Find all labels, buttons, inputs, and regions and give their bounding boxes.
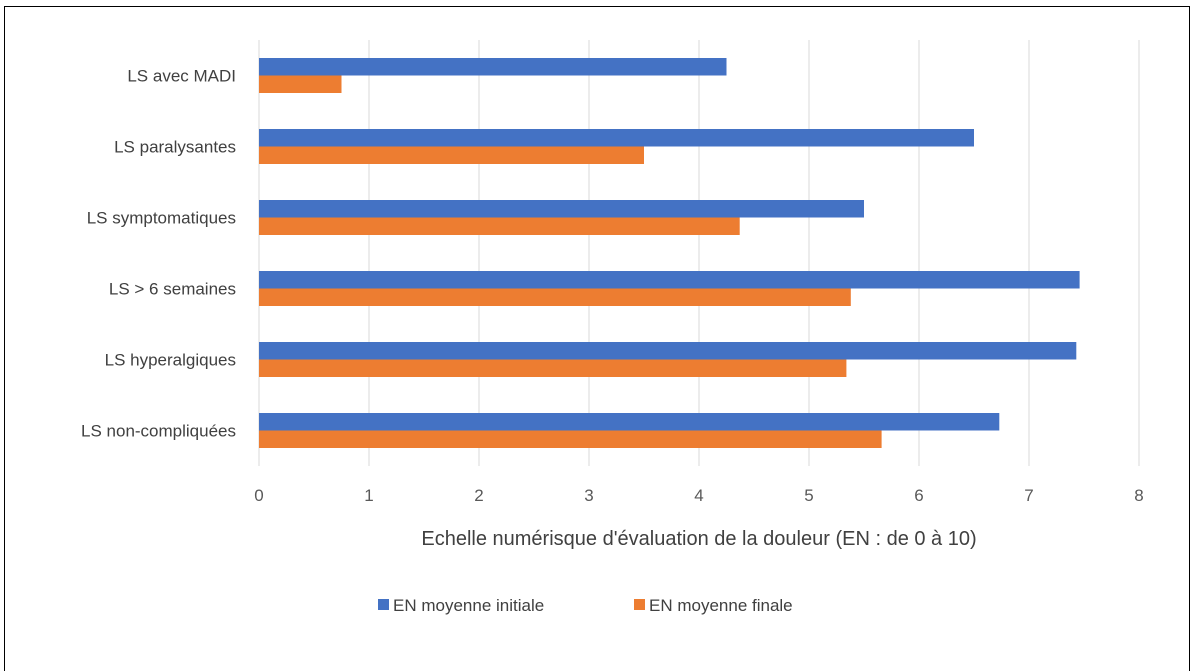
category-label: LS symptomatiques (87, 209, 236, 228)
bar-finale (259, 75, 342, 93)
x-tick-label: 6 (914, 486, 923, 505)
tick-labels: 0 1 2 3 4 5 6 7 8 (254, 486, 1143, 505)
bar-initiale (259, 271, 1080, 289)
bar-initiale (259, 342, 1077, 360)
bar-finale (259, 146, 644, 164)
category-label: LS non-compliquées (81, 422, 236, 441)
bar-initiale (259, 129, 974, 147)
x-tick-label: 2 (474, 486, 483, 505)
chart-frame (4, 6, 1190, 671)
bar-finale (259, 359, 847, 377)
bar-initiale (259, 58, 727, 76)
x-tick-label: 4 (694, 486, 703, 505)
bars (259, 58, 1080, 448)
x-tick-label: 5 (804, 486, 813, 505)
bar-finale (259, 430, 882, 448)
x-tick-label: 3 (584, 486, 593, 505)
x-tick-label: 8 (1134, 486, 1143, 505)
legend: EN moyenne initiale EN moyenne finale (378, 596, 793, 615)
legend-label: EN moyenne finale (649, 596, 793, 615)
gridlines (258, 40, 1140, 466)
bar-initiale (259, 413, 1000, 431)
bar-finale (259, 217, 740, 235)
x-tick-label: 7 (1024, 486, 1033, 505)
legend-swatch (634, 599, 645, 610)
legend-label: EN moyenne initiale (393, 596, 544, 615)
bar-initiale (259, 200, 864, 218)
category-labels: LS avec MADI LS paralysantes LS symptomati… (81, 67, 236, 441)
bar-finale (259, 288, 851, 306)
legend-swatch (378, 599, 389, 610)
category-label: LS paralysantes (114, 138, 236, 157)
category-label: LS avec MADI (127, 67, 236, 86)
category-label: LS > 6 semaines (109, 280, 236, 299)
category-label: LS hyperalgiques (105, 351, 236, 370)
x-tick-label: 1 (364, 486, 373, 505)
x-tick-label: 0 (254, 486, 263, 505)
x-axis-title: Echelle numérisque d'évaluation de la do… (421, 528, 976, 550)
